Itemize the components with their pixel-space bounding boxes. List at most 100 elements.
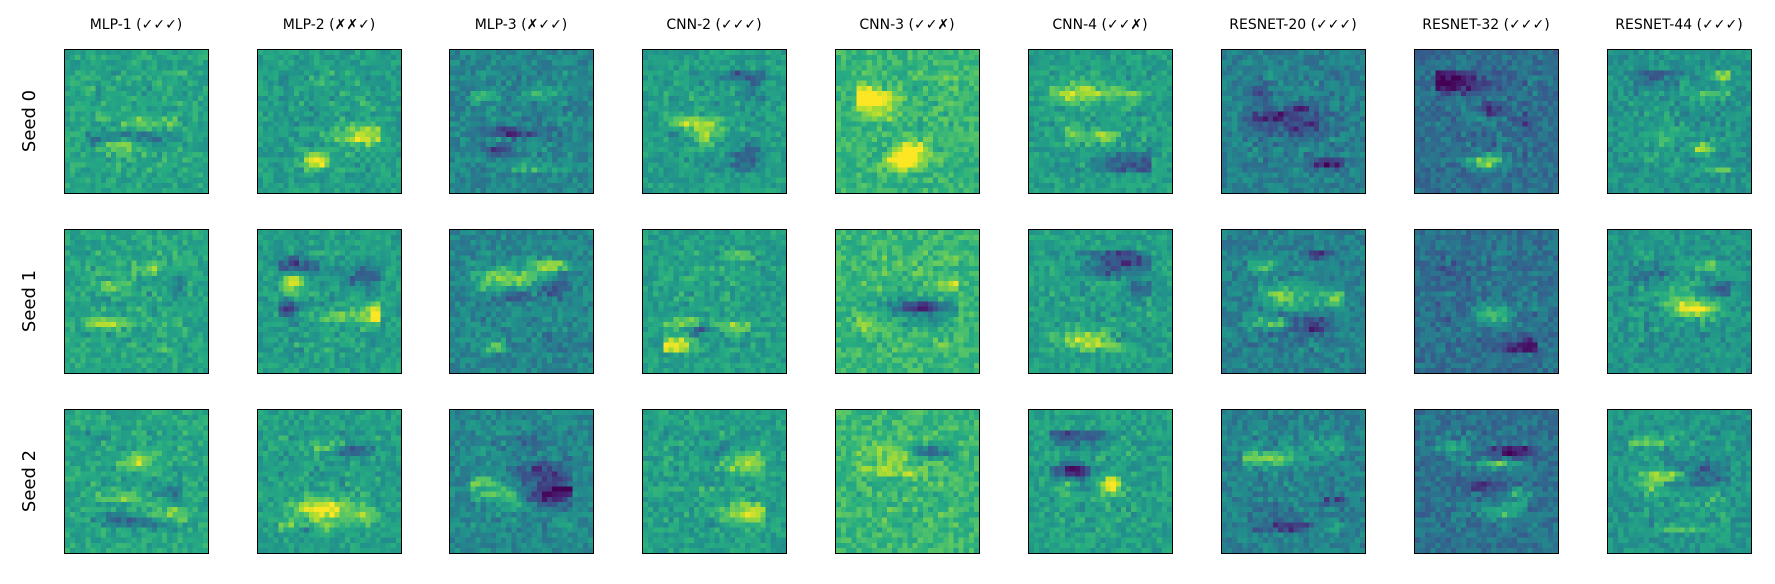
heatmap-cell (151, 131, 157, 137)
heatmap-cell (318, 311, 324, 317)
heatmap-cell (257, 409, 263, 415)
heatmap-cell (359, 49, 365, 55)
heatmap-cell (318, 59, 324, 65)
heatmap-cell (344, 90, 350, 96)
heatmap-cell (120, 136, 126, 142)
heatmap-cell (156, 346, 162, 353)
heatmap-cell (359, 126, 365, 132)
heatmap-cell (272, 59, 279, 65)
heatmap-cell (100, 105, 106, 111)
heatmap-cell (130, 182, 137, 188)
heatmap-cell (171, 440, 177, 446)
heatmap-cell (79, 521, 86, 528)
heatmap-cell (359, 511, 365, 517)
heatmap-cell (277, 69, 284, 76)
heatmap-cell (298, 424, 304, 431)
heatmap-cell (510, 90, 516, 96)
heatmap-cell (318, 306, 324, 312)
heatmap-cell (146, 80, 152, 86)
heatmap-cell (495, 49, 501, 55)
heatmap-cell (318, 346, 324, 353)
heatmap-cell (166, 460, 172, 466)
heatmap-cell (146, 470, 152, 476)
heatmap-cell (385, 105, 391, 111)
heatmap-cell (202, 172, 208, 178)
heatmap-cell (329, 352, 335, 358)
heatmap-cell (64, 542, 70, 548)
heatmap-cell (277, 54, 284, 60)
heatmap-cell (277, 100, 284, 106)
heatmap-cell (475, 54, 481, 60)
heatmap-cell (339, 465, 345, 471)
heatmap-cell (390, 229, 396, 235)
heatmap-cell (293, 409, 299, 415)
heatmap-cell (176, 321, 183, 327)
heatmap-cell (105, 496, 111, 502)
heatmap-cell (79, 352, 86, 358)
heatmap-cell (313, 424, 319, 431)
heatmap-cell (141, 470, 147, 476)
heatmap-cell (146, 100, 152, 106)
heatmap-cell (293, 357, 299, 363)
heatmap-cell (161, 460, 167, 466)
heatmap-cell (74, 187, 80, 193)
heatmap-cell (187, 146, 193, 152)
heatmap-cell (515, 54, 522, 60)
heatmap-cell (390, 172, 396, 178)
heatmap-cell (187, 521, 193, 528)
heatmap-cell (95, 146, 101, 152)
heatmap-cell (364, 547, 370, 553)
heatmap-cell (339, 481, 345, 487)
heatmap-cell (181, 90, 188, 96)
heatmap-cell (202, 59, 208, 65)
heatmap-cell (64, 244, 70, 251)
heatmap-cell (344, 260, 350, 266)
heatmap-cell (318, 121, 324, 127)
heatmap-cell (293, 249, 299, 256)
heatmap-cell (166, 542, 172, 548)
heatmap-cell (257, 486, 263, 492)
heatmap-cell (146, 450, 152, 456)
heatmap-cell (364, 295, 370, 302)
heatmap-cell (74, 435, 80, 441)
heatmap-cell (171, 486, 177, 492)
heatmap-cell (136, 419, 142, 425)
heatmap-cell (359, 156, 365, 162)
heatmap-cell (120, 341, 126, 348)
heatmap-cell (74, 239, 80, 245)
heatmap-cell (257, 367, 263, 373)
heatmap-cell (69, 301, 75, 307)
heatmap-cell (390, 141, 396, 147)
heatmap-cell (100, 187, 106, 193)
heatmap-cell (156, 419, 162, 425)
heatmap-cell (125, 100, 131, 106)
heatmap-cell (161, 470, 167, 476)
heatmap-cell (293, 187, 299, 193)
heatmap-cell (283, 54, 289, 60)
heatmap-cell (334, 161, 340, 168)
heatmap-cell (166, 229, 172, 235)
heatmap-cell (385, 270, 391, 276)
heatmap-cell (308, 146, 314, 152)
heatmap-cell (197, 537, 203, 543)
heatmap-cell (303, 424, 309, 431)
heatmap-cell (364, 301, 370, 307)
heatmap-cell (197, 95, 203, 101)
heatmap-cell (151, 542, 157, 548)
heatmap-cell (166, 316, 172, 322)
heatmap-cell (288, 321, 294, 327)
heatmap-cell (334, 49, 340, 55)
heatmap-cell (283, 64, 289, 71)
heatmap-cell (329, 435, 335, 441)
heatmap-cell (197, 136, 203, 142)
heatmap-cell (354, 460, 360, 466)
heatmap-cell (171, 496, 177, 502)
heatmap-cell (344, 115, 350, 122)
heatmap-cell (359, 516, 365, 522)
heatmap-cell (349, 526, 355, 533)
heatmap-cell (151, 357, 157, 363)
heatmap-cell (151, 59, 157, 65)
heatmap-cell (303, 255, 309, 261)
heatmap-cell (156, 352, 162, 358)
heatmap-cell (293, 306, 299, 312)
